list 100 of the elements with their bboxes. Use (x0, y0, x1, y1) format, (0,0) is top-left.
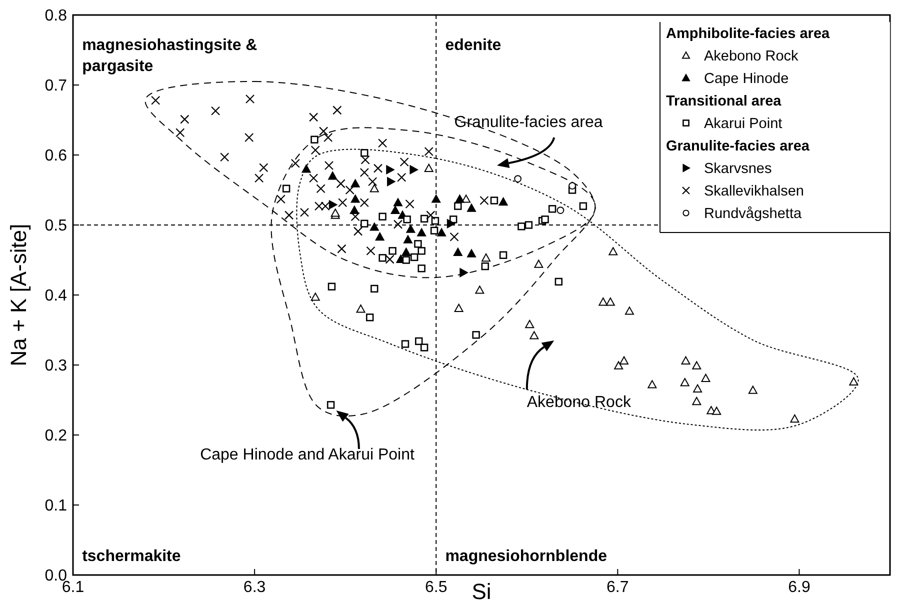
point (406, 224, 416, 233)
point (579, 202, 588, 210)
point (455, 194, 464, 203)
point (397, 172, 406, 182)
point (432, 194, 441, 203)
point (475, 286, 484, 294)
point (402, 248, 411, 256)
point (568, 182, 576, 190)
point (480, 196, 489, 206)
annotation: edenite (445, 37, 502, 54)
point (220, 152, 230, 162)
legend-label: Rundvågshetta (704, 206, 802, 222)
point (606, 298, 615, 306)
y-axis-title: Na + K [A-site] (6, 224, 31, 366)
y-tick-label: 0.1 (44, 498, 68, 514)
point (426, 210, 436, 220)
point (431, 216, 440, 225)
annotation: Amphibolite-facies area (666, 26, 831, 42)
point (316, 184, 326, 194)
point (326, 401, 335, 409)
point (481, 262, 489, 270)
point (410, 165, 418, 174)
y-tick-label: 0.7 (44, 78, 68, 94)
point (176, 128, 185, 138)
point (415, 337, 423, 346)
point (350, 206, 359, 214)
point (373, 164, 383, 173)
point (400, 157, 409, 167)
point (534, 260, 544, 268)
point (337, 244, 346, 254)
point (424, 146, 434, 156)
point (302, 164, 311, 173)
point (336, 179, 346, 188)
point (254, 174, 264, 183)
point (624, 306, 634, 315)
point (244, 132, 254, 142)
point (849, 377, 858, 386)
point (360, 198, 369, 208)
y-tick-label: 0.8 (44, 8, 68, 24)
x-axis-title: Si (472, 579, 492, 600)
legend-label: Akebono Rock (704, 48, 800, 64)
x-tick-label: 6.3 (243, 579, 266, 596)
point (385, 254, 394, 264)
point (378, 138, 388, 148)
point (387, 177, 396, 186)
point (388, 247, 396, 255)
point (424, 164, 434, 172)
point (453, 248, 462, 256)
point (514, 175, 522, 182)
point (418, 264, 426, 272)
point (524, 221, 533, 229)
point (692, 361, 702, 370)
point (393, 198, 402, 206)
annotation: tschermakite (82, 548, 181, 565)
point (401, 340, 410, 348)
point (518, 222, 526, 230)
point (370, 222, 379, 231)
x-tick-label: 6.5 (424, 579, 448, 596)
point (370, 284, 378, 293)
point (245, 94, 255, 104)
point (598, 298, 608, 306)
y-tick-label: 0.4 (44, 288, 68, 304)
annotation: Akebono Rock (526, 394, 632, 411)
point (467, 204, 476, 212)
legend-label: Skarvsnes (704, 161, 772, 177)
y-tick-label: 0.3 (44, 358, 68, 374)
point (375, 232, 384, 241)
point (790, 414, 800, 423)
y-tick-label: 0.2 (44, 428, 68, 444)
point (462, 194, 471, 203)
point (310, 292, 320, 301)
point (328, 172, 338, 180)
annotation: Transitional area (666, 94, 782, 110)
point (386, 165, 394, 174)
annotation: magnesiohornblende (445, 548, 608, 565)
point (446, 219, 456, 228)
point (418, 247, 426, 255)
point (410, 253, 418, 262)
point (366, 246, 376, 256)
y-tick-label: 0.5 (44, 218, 68, 234)
point (350, 194, 360, 203)
point (328, 200, 338, 210)
point (350, 212, 360, 222)
point (554, 278, 563, 286)
point (499, 251, 508, 259)
point (417, 228, 426, 236)
x-tick-label: 6.9 (788, 579, 810, 596)
point (454, 304, 464, 312)
point (360, 220, 368, 228)
point (414, 240, 422, 248)
point (360, 168, 369, 178)
point (467, 249, 476, 258)
point (437, 228, 446, 236)
annotation: magnesiohastingsite & pargasite (82, 37, 258, 75)
point (460, 268, 468, 278)
point (180, 114, 190, 124)
point (420, 344, 428, 352)
point (525, 320, 534, 328)
legend-label: Cape Hinode (704, 71, 789, 87)
point (620, 356, 629, 364)
